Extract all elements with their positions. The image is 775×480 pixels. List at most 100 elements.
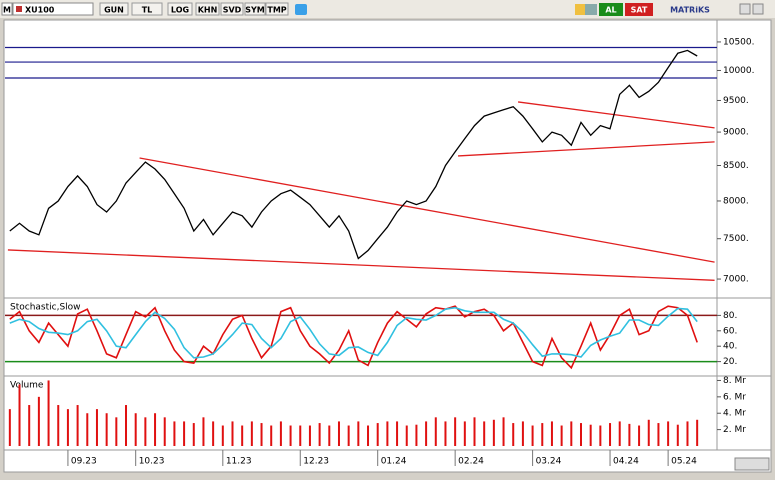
toolbar-button[interactable] — [131, 2, 163, 16]
volume-bar — [405, 425, 408, 446]
volume-bar — [357, 421, 360, 446]
volume-bar — [599, 425, 602, 446]
volume-bar — [502, 417, 505, 446]
volume-bar — [250, 421, 253, 446]
series-line — [9, 305, 698, 370]
volume-bar — [328, 425, 331, 446]
volume-bar — [18, 384, 21, 446]
volume-bar — [415, 424, 418, 446]
volume-bar — [434, 417, 437, 446]
y-tick-label: 9000. — [723, 128, 749, 138]
volume-bar — [134, 413, 137, 446]
trend-line — [458, 141, 715, 157]
x-tick-label: 09.23 — [71, 457, 97, 467]
volume-bar — [212, 421, 215, 446]
volume-bar — [95, 409, 98, 446]
volume-bar — [367, 425, 370, 446]
volume-bar — [270, 425, 273, 446]
edit-icon[interactable] — [575, 4, 585, 15]
toolbar-button[interactable] — [99, 2, 129, 16]
x-tick-label: 02.24 — [458, 457, 484, 467]
close-button[interactable] — [752, 3, 764, 15]
volume-bar — [541, 423, 544, 446]
y-tick-label: 60. — [723, 326, 737, 336]
trend-line — [517, 101, 715, 129]
volume-bar — [531, 425, 534, 446]
toolbar-button[interactable] — [265, 2, 289, 16]
toolbar-button-label: TL — [142, 6, 153, 15]
volume-bar — [521, 421, 524, 446]
volume-bar — [231, 421, 234, 446]
brand: MATRiKS — [670, 6, 710, 15]
volume-bar — [221, 425, 224, 446]
volume-bar — [115, 417, 118, 446]
volume-bar — [483, 421, 486, 446]
toolbar-button-label: SVD — [223, 6, 242, 15]
volume-bar — [163, 417, 166, 446]
volume-bar — [676, 424, 679, 446]
volume-bar — [154, 413, 157, 446]
volume-bar — [463, 421, 466, 446]
x-tick-label: 12.23 — [303, 457, 329, 467]
toolbar-button-label: LOG — [171, 6, 189, 15]
pane-title: Stochastic,Slow — [10, 303, 81, 313]
trend-line — [7, 249, 715, 281]
volume-bar — [125, 405, 128, 446]
chart-icon[interactable] — [585, 4, 597, 15]
volume-bar — [454, 417, 457, 446]
volume-bar — [37, 396, 40, 446]
volume-bar — [308, 425, 311, 446]
symbol-prefix: M — [3, 6, 11, 15]
x-tick-label: 01.24 — [381, 457, 407, 467]
volume-bar — [337, 421, 340, 446]
y-tick-label: 4. Mr — [723, 409, 746, 419]
x-tick-label: 11.23 — [226, 457, 252, 467]
volume-bar — [570, 421, 573, 446]
y-tick-label: 80. — [723, 311, 737, 321]
volume-bar — [560, 425, 563, 446]
volume-bar — [647, 419, 650, 446]
toolbar-button[interactable] — [195, 2, 220, 16]
volume-bar — [260, 423, 263, 446]
toolbar-button[interactable] — [244, 2, 266, 16]
toolbar-button-label: TMP — [267, 6, 286, 15]
volume-bar — [66, 409, 69, 446]
toolbar-button-label: KHN — [198, 6, 218, 15]
volume-bar — [47, 380, 50, 446]
y-tick-label: 8000. — [723, 196, 749, 206]
volume-bar — [425, 421, 428, 446]
series-line — [9, 306, 698, 359]
volume-bar — [318, 423, 321, 446]
volume-bar — [638, 425, 641, 446]
symbol: XU100 — [25, 6, 55, 15]
twitter-icon[interactable] — [295, 4, 307, 15]
volume-bar — [57, 405, 60, 446]
sell-label: SAT — [631, 6, 648, 15]
volume-bar — [279, 421, 282, 446]
toolbar-button[interactable] — [167, 2, 193, 16]
trend-line — [139, 157, 715, 263]
sell-button[interactable] — [625, 3, 653, 16]
volume-bar — [8, 409, 11, 446]
toolbar-button[interactable] — [220, 2, 244, 16]
volume-bar — [28, 405, 31, 446]
symbol-icon — [16, 6, 22, 12]
volume-bar — [144, 417, 147, 446]
volume-bar — [657, 423, 660, 446]
scroll-controls[interactable] — [734, 457, 770, 471]
y-tick-label: 20. — [723, 357, 737, 367]
symbol-prefix-box[interactable] — [1, 2, 13, 16]
volume-bar — [618, 421, 621, 446]
minimize-button[interactable] — [739, 3, 751, 15]
volume-bar — [183, 421, 186, 446]
y-tick-label: 8500. — [723, 161, 749, 171]
volume-bar — [473, 417, 476, 446]
buy-button[interactable] — [599, 3, 623, 16]
volume-bar — [444, 421, 447, 446]
toolbar-button-label: GUN — [104, 6, 124, 15]
volume-bar — [299, 425, 302, 446]
volume-bar — [696, 419, 699, 446]
symbol-box[interactable] — [12, 2, 94, 16]
volume-bar — [241, 425, 244, 446]
